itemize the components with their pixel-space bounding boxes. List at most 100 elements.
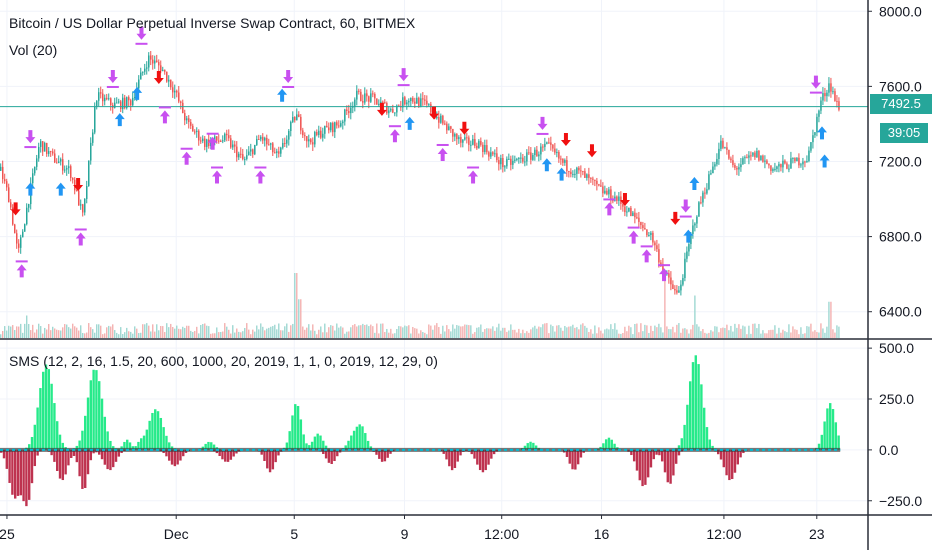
volume-bar (706, 333, 708, 338)
volume-bar (262, 326, 264, 338)
osc-negative-bar (450, 449, 454, 471)
osc-negative-bar (112, 449, 115, 468)
osc-negative-bar (168, 449, 171, 461)
volume-bar (68, 327, 70, 338)
candle-body (660, 262, 662, 265)
buy-arrow-icon (55, 182, 66, 196)
candle-body (674, 289, 676, 291)
candle-body (730, 158, 732, 161)
osc-positive-bar (204, 443, 207, 450)
volume-bar (28, 323, 30, 338)
volume-bar (208, 326, 210, 338)
osc-negative-bar (445, 449, 448, 460)
osc-negative-bar (336, 449, 339, 457)
volume-bar (16, 326, 18, 338)
volume-bar (378, 333, 380, 338)
osc-negative-bar (716, 449, 720, 455)
osc-positive-bar (694, 355, 697, 450)
volume-bar (814, 330, 816, 338)
candle-body (310, 139, 312, 143)
volume-bar (646, 325, 648, 338)
candle-body (592, 178, 594, 180)
osc-negative-bar (730, 449, 734, 480)
candle-body (460, 137, 462, 143)
candle-body (420, 98, 422, 107)
osc-positive-bar (165, 435, 168, 450)
osc-positive-bar (350, 435, 353, 450)
candle-body (256, 139, 258, 145)
volume-bar (204, 323, 206, 338)
candle-body (696, 216, 698, 224)
volume-bar (212, 333, 214, 338)
volume-bar (454, 328, 456, 338)
magenta-up-arrow-icon (437, 147, 448, 161)
x-tick-label: 16 (594, 526, 610, 542)
osc-negative-bar (638, 449, 641, 481)
candle-body (56, 162, 58, 164)
osc-positive-bar (294, 404, 297, 450)
y-tick-label: 7200.0 (879, 153, 922, 169)
osc-negative-bar (324, 449, 328, 459)
volume-bar (534, 325, 536, 338)
candle-body (68, 166, 70, 169)
volume-bar (324, 323, 326, 338)
volume-bar (694, 295, 696, 338)
volume-bar (360, 325, 362, 338)
volume-bar (748, 325, 750, 338)
candle-body (414, 101, 416, 104)
candle-body (82, 204, 84, 213)
osc-positive-bar (299, 419, 303, 450)
candle-body (808, 150, 810, 161)
magenta-up-arrow-icon (641, 249, 652, 263)
osc-positive-bar (148, 420, 151, 450)
candle-body (104, 97, 106, 102)
candle-body (378, 103, 380, 105)
volume-bar (608, 329, 610, 338)
volume-bar (622, 332, 624, 338)
candle-body (84, 198, 86, 213)
y-tick-label: 7600.0 (879, 78, 922, 94)
candle-body (126, 97, 128, 108)
volume-bar (414, 328, 416, 338)
sell-arrow-icon (429, 106, 439, 120)
volume-bar (36, 329, 38, 338)
osc-positive-bar (140, 438, 143, 450)
volume-bar (538, 326, 540, 338)
volume-bar (824, 332, 826, 338)
volume-bar (442, 325, 444, 338)
candle-body (426, 100, 428, 105)
candle-body (392, 109, 394, 113)
candle-body (640, 221, 642, 226)
candle-body (678, 290, 680, 293)
volume-bar (808, 326, 810, 338)
candle-body (644, 228, 646, 230)
volume-bar (272, 326, 274, 338)
volume-bar (356, 326, 358, 338)
candle-body (606, 190, 608, 195)
osc-negative-bar (165, 449, 168, 457)
volume-bar (316, 334, 318, 338)
volume-bar (556, 325, 558, 338)
volume-bar (754, 323, 756, 338)
osc-negative-bar (173, 449, 177, 467)
osc-negative-bar (574, 449, 577, 470)
volume-bar (114, 330, 116, 338)
osc-positive-bar (123, 441, 126, 450)
volume-bar (202, 324, 204, 338)
x-tick-label: 23 (809, 526, 825, 542)
osc-positive-bar (700, 384, 703, 450)
volume-bar (52, 326, 54, 338)
volume-bar (260, 323, 262, 338)
candle-body (562, 158, 564, 163)
volume-bar (508, 330, 510, 338)
volume-bar (792, 326, 794, 338)
volume-bar (158, 330, 160, 338)
volume-bar (84, 333, 86, 338)
candle-body (246, 155, 248, 160)
osc-negative-bar (733, 449, 737, 473)
volume-bar (326, 332, 328, 338)
osc-positive-bar (154, 409, 157, 450)
candle-body (540, 146, 542, 155)
volume-bar (560, 327, 562, 338)
